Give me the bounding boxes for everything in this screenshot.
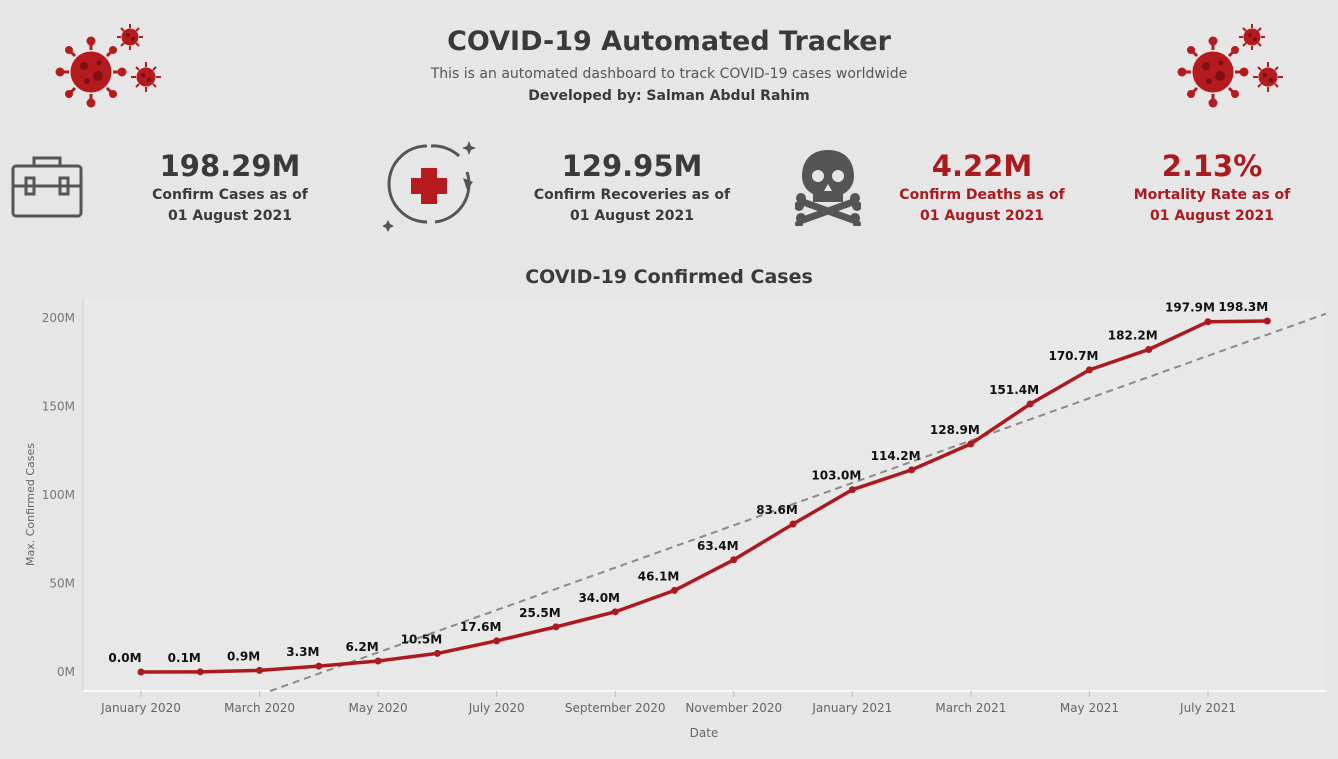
x-tick-label: January 2021: [811, 701, 892, 715]
data-label: 10.5M: [401, 632, 443, 646]
data-label: 46.1M: [638, 569, 680, 583]
data-point: [611, 608, 619, 616]
skull-crossbones-icon: [795, 150, 861, 226]
data-point: [908, 466, 916, 474]
data-point: [315, 662, 323, 670]
briefcase-icon: [11, 156, 83, 218]
data-label: 17.6M: [460, 620, 502, 634]
chart-title: COVID-19 Confirmed Cases: [525, 266, 813, 288]
x-tick-label: September 2020: [565, 701, 666, 715]
x-axis-label: Date: [690, 726, 719, 740]
data-label: 63.4M: [697, 539, 739, 553]
data-label: 170.7M: [1048, 349, 1098, 363]
data-label: 197.9M: [1165, 301, 1215, 315]
data-point: [256, 666, 264, 674]
kpi-label: Confirm Deaths as of 01 August 2021: [872, 185, 1092, 227]
x-tick-label: March 2020: [224, 701, 295, 715]
data-point: [552, 623, 560, 631]
y-tick-label: 200M: [42, 311, 75, 325]
data-label: 0.0M: [108, 651, 141, 665]
kpi-label-line1: Confirm Recoveries as of: [533, 187, 731, 203]
y-tick-label: 150M: [42, 400, 75, 414]
virus-icon: [1177, 24, 1283, 108]
page-title: COVID-19 Automated Tracker: [447, 26, 891, 57]
data-point: [967, 440, 975, 448]
data-point: [1145, 346, 1153, 354]
y-tick-label: 100M: [42, 488, 75, 502]
y-axis-label: Max. Confirmed Cases: [24, 443, 37, 566]
x-tick-label: January 2020: [100, 701, 181, 715]
data-label: 128.9M: [930, 423, 980, 437]
data-point: [196, 668, 204, 676]
kpi-label: Confirm Cases as of 01 August 2021: [120, 185, 340, 227]
medical-cross-icon: [383, 141, 476, 232]
kpi-label: Confirm Recoveries as of 01 August 2021: [522, 185, 742, 227]
kpi-confirmed-recoveries: 129.95M Confirm Recoveries as of 01 Augu…: [522, 149, 742, 227]
kpi-confirmed-cases: 198.29M Confirm Cases as of 01 August 20…: [120, 149, 340, 227]
x-tick-label: May 2021: [1060, 701, 1119, 715]
data-label: 103.0M: [811, 469, 861, 483]
y-tick-label: 50M: [49, 577, 75, 591]
kpi-label: Mortality Rate as of 01 August 2021: [1102, 185, 1322, 227]
plot-background: [83, 298, 1326, 691]
x-tick-label: November 2020: [685, 701, 782, 715]
kpi-label-line1: Mortality Rate as of: [1133, 187, 1291, 203]
kpi-value: 198.29M: [159, 149, 301, 183]
trend-line: [269, 312, 1327, 692]
kpi-value: 4.22M: [931, 149, 1033, 183]
kpi-label-line2: 01 August 2021: [919, 208, 1044, 224]
developer-credit: Developed by: Salman Abdul Rahim: [528, 88, 810, 104]
x-tick-label: July 2020: [468, 701, 525, 715]
confirmed-cases-line-chart: 0M 50M 100M 150M 200M January 2020 March 2020 M…: [24, 298, 1327, 740]
y-tick-label: 0M: [57, 665, 75, 679]
data-point: [789, 520, 797, 528]
kpi-value: 2.13%: [1161, 149, 1263, 183]
kpi-value: 129.95M: [561, 149, 703, 183]
data-label: 198.3M: [1218, 300, 1268, 314]
data-label: 0.1M: [168, 651, 201, 665]
x-tick-label: May 2020: [349, 701, 408, 715]
data-point: [730, 556, 738, 564]
data-label: 25.5M: [519, 606, 561, 620]
kpi-label-line1: Confirm Deaths as of: [899, 187, 1065, 203]
data-label: 34.0M: [578, 591, 620, 605]
kpi-label-line2: 01 August 2021: [1149, 208, 1274, 224]
confirmed-cases-line: [140, 319, 1268, 674]
kpi-mortality-rate: 2.13% Mortality Rate as of 01 August 202…: [1102, 149, 1322, 227]
x-tick-label: July 2021: [1179, 701, 1236, 715]
data-label: 182.2M: [1108, 329, 1158, 343]
data-point: [374, 657, 382, 665]
data-point: [1026, 400, 1034, 408]
data-label: 6.2M: [346, 640, 379, 654]
data-point: [137, 668, 145, 676]
kpi-label-line2: 01 August 2021: [569, 208, 694, 224]
x-tick-label: March 2021: [935, 701, 1006, 715]
data-label: 151.4M: [989, 383, 1039, 397]
data-label: 3.3M: [286, 645, 319, 659]
data-label: 83.6M: [756, 503, 798, 517]
data-point: [1263, 317, 1271, 325]
kpi-confirmed-deaths: 4.22M Confirm Deaths as of 01 August 202…: [872, 149, 1092, 227]
data-point: [1085, 366, 1093, 374]
kpi-label-line2: 01 August 2021: [167, 208, 292, 224]
data-label: 0.9M: [227, 649, 260, 663]
data-point: [493, 637, 501, 645]
data-label: 114.2M: [871, 449, 921, 463]
page-subtitle: This is an automated dashboard to track …: [430, 66, 908, 82]
data-point: [671, 586, 678, 594]
data-point: [433, 649, 441, 657]
data-point: [1204, 318, 1212, 326]
data-point: [848, 486, 856, 494]
kpi-label-line1: Confirm Cases as of: [152, 187, 308, 203]
virus-icon: [55, 24, 161, 108]
